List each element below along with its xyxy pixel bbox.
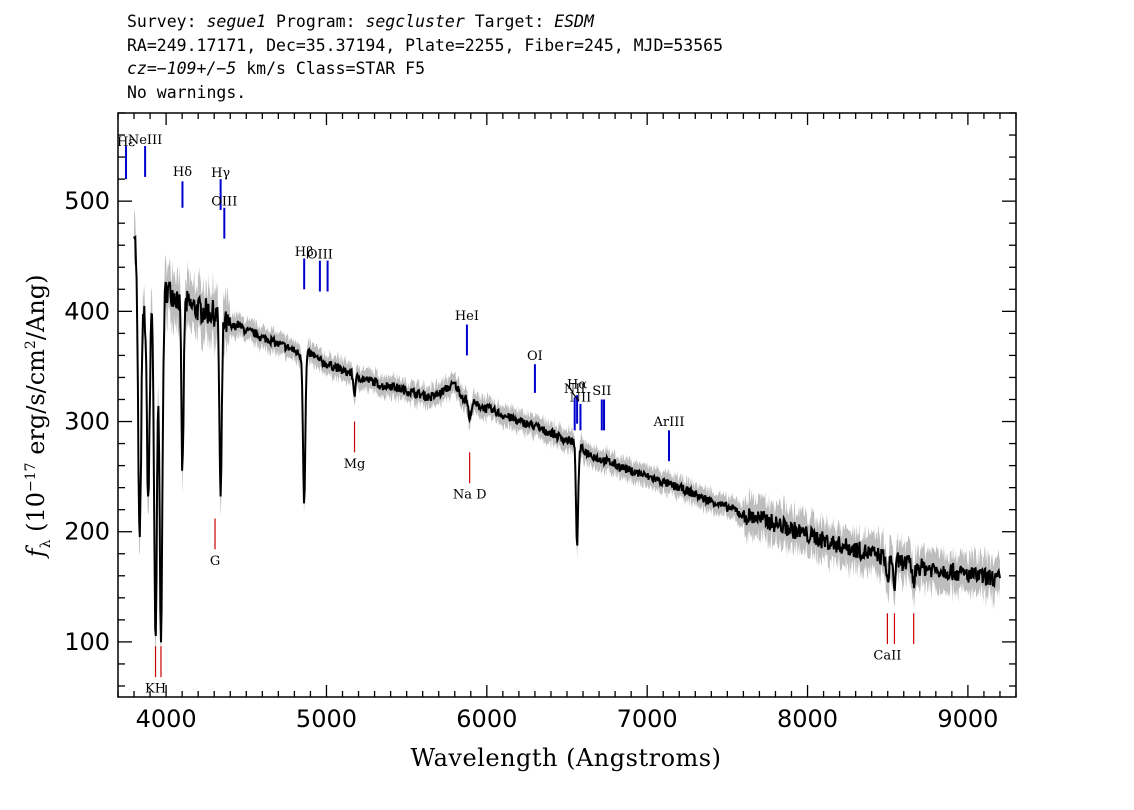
line-marker-label: HeI bbox=[455, 309, 479, 324]
header-line-2: RA=249.17171, Dec=35.37194, Plate=2255, … bbox=[127, 35, 724, 55]
line-marker-label: NeIII bbox=[128, 133, 162, 148]
spectrum-layer bbox=[133, 234, 1001, 643]
ylabel-sub: λ bbox=[37, 539, 54, 549]
ylabel-exp: −17 bbox=[23, 462, 40, 492]
y-axis-label: fλ (10−17 erg/s/cm2/Ang) bbox=[22, 226, 54, 606]
y-tick-label: 500 bbox=[64, 187, 110, 215]
line-marker-label: G bbox=[210, 554, 220, 569]
x-tick-label: 5000 bbox=[296, 705, 357, 733]
line-marker-label: KH bbox=[145, 682, 166, 697]
survey-value: segue1 bbox=[206, 12, 267, 31]
y-tick-label: 400 bbox=[64, 297, 110, 325]
line-marker-label: NII bbox=[570, 391, 592, 406]
line-marker-label: CaII bbox=[873, 649, 901, 664]
line-marker-label: Hα bbox=[567, 377, 587, 392]
line-marker-label: OIII bbox=[307, 247, 333, 262]
header-line-1: Survey: segue1 Program: segcluster Targe… bbox=[127, 10, 723, 34]
header-line-3: cz=−109+/−5 km/s Class=STAR F5 bbox=[127, 57, 723, 81]
error-band bbox=[134, 207, 1000, 663]
plot-frame bbox=[117, 112, 1017, 698]
target-value: ESDM bbox=[554, 12, 594, 31]
y-tick-label: 300 bbox=[64, 408, 110, 436]
target-label: Target: bbox=[464, 12, 555, 31]
header-line-4: No warnings. bbox=[127, 82, 247, 102]
redshift-value: cz=−109+/−5 bbox=[127, 59, 237, 78]
line-marker-label: NII bbox=[564, 382, 586, 397]
spectrum-header: Survey: segue1 Program: segcluster Targe… bbox=[127, 10, 723, 104]
survey-label: Survey: bbox=[127, 12, 207, 31]
line-marker-label: Hδ bbox=[173, 165, 192, 180]
x-tick-label: 7000 bbox=[617, 705, 678, 733]
line-marker-label: OIII bbox=[211, 195, 237, 210]
ylabel-f: f bbox=[22, 548, 51, 558]
y-tick-label: 200 bbox=[64, 518, 110, 546]
x-axis-label: Wavelength (Angstroms) bbox=[410, 744, 722, 772]
y-tick-label: 100 bbox=[64, 628, 110, 656]
line-marker-label: SII bbox=[592, 384, 611, 399]
x-tick-label: 4000 bbox=[136, 705, 197, 733]
line-marker-label: ArIII bbox=[652, 415, 684, 430]
line-marker-label: Hγ bbox=[211, 166, 230, 181]
x-tick-label: 8000 bbox=[777, 705, 838, 733]
error-band-layer bbox=[134, 207, 1000, 663]
x-tick-label: 6000 bbox=[456, 705, 517, 733]
axis-ticks-layer: 4000 5000 6000 7000 8000 9000 100 200 300 400 500 bbox=[64, 112, 1017, 733]
line-marker-label: Hε bbox=[117, 135, 135, 150]
line-marker-label: Hβ bbox=[295, 245, 314, 260]
x-tick-label: 9000 bbox=[937, 705, 998, 733]
ylabel-open: (10 bbox=[22, 491, 51, 540]
class-value: km/s Class=STAR F5 bbox=[236, 59, 426, 78]
line-marker-label: Mg bbox=[344, 457, 366, 472]
line-marker-label: Na D bbox=[453, 488, 487, 503]
ylabel-mid: erg/s/cm bbox=[22, 349, 51, 463]
ylabel-exp2: 2 bbox=[23, 340, 40, 350]
ylabel-close: /Ang) bbox=[22, 274, 51, 341]
spectrum-line bbox=[133, 234, 1001, 643]
program-label: Program: bbox=[266, 12, 366, 31]
program-value: segcluster bbox=[365, 12, 465, 31]
line-marker-label: OI bbox=[527, 349, 543, 364]
